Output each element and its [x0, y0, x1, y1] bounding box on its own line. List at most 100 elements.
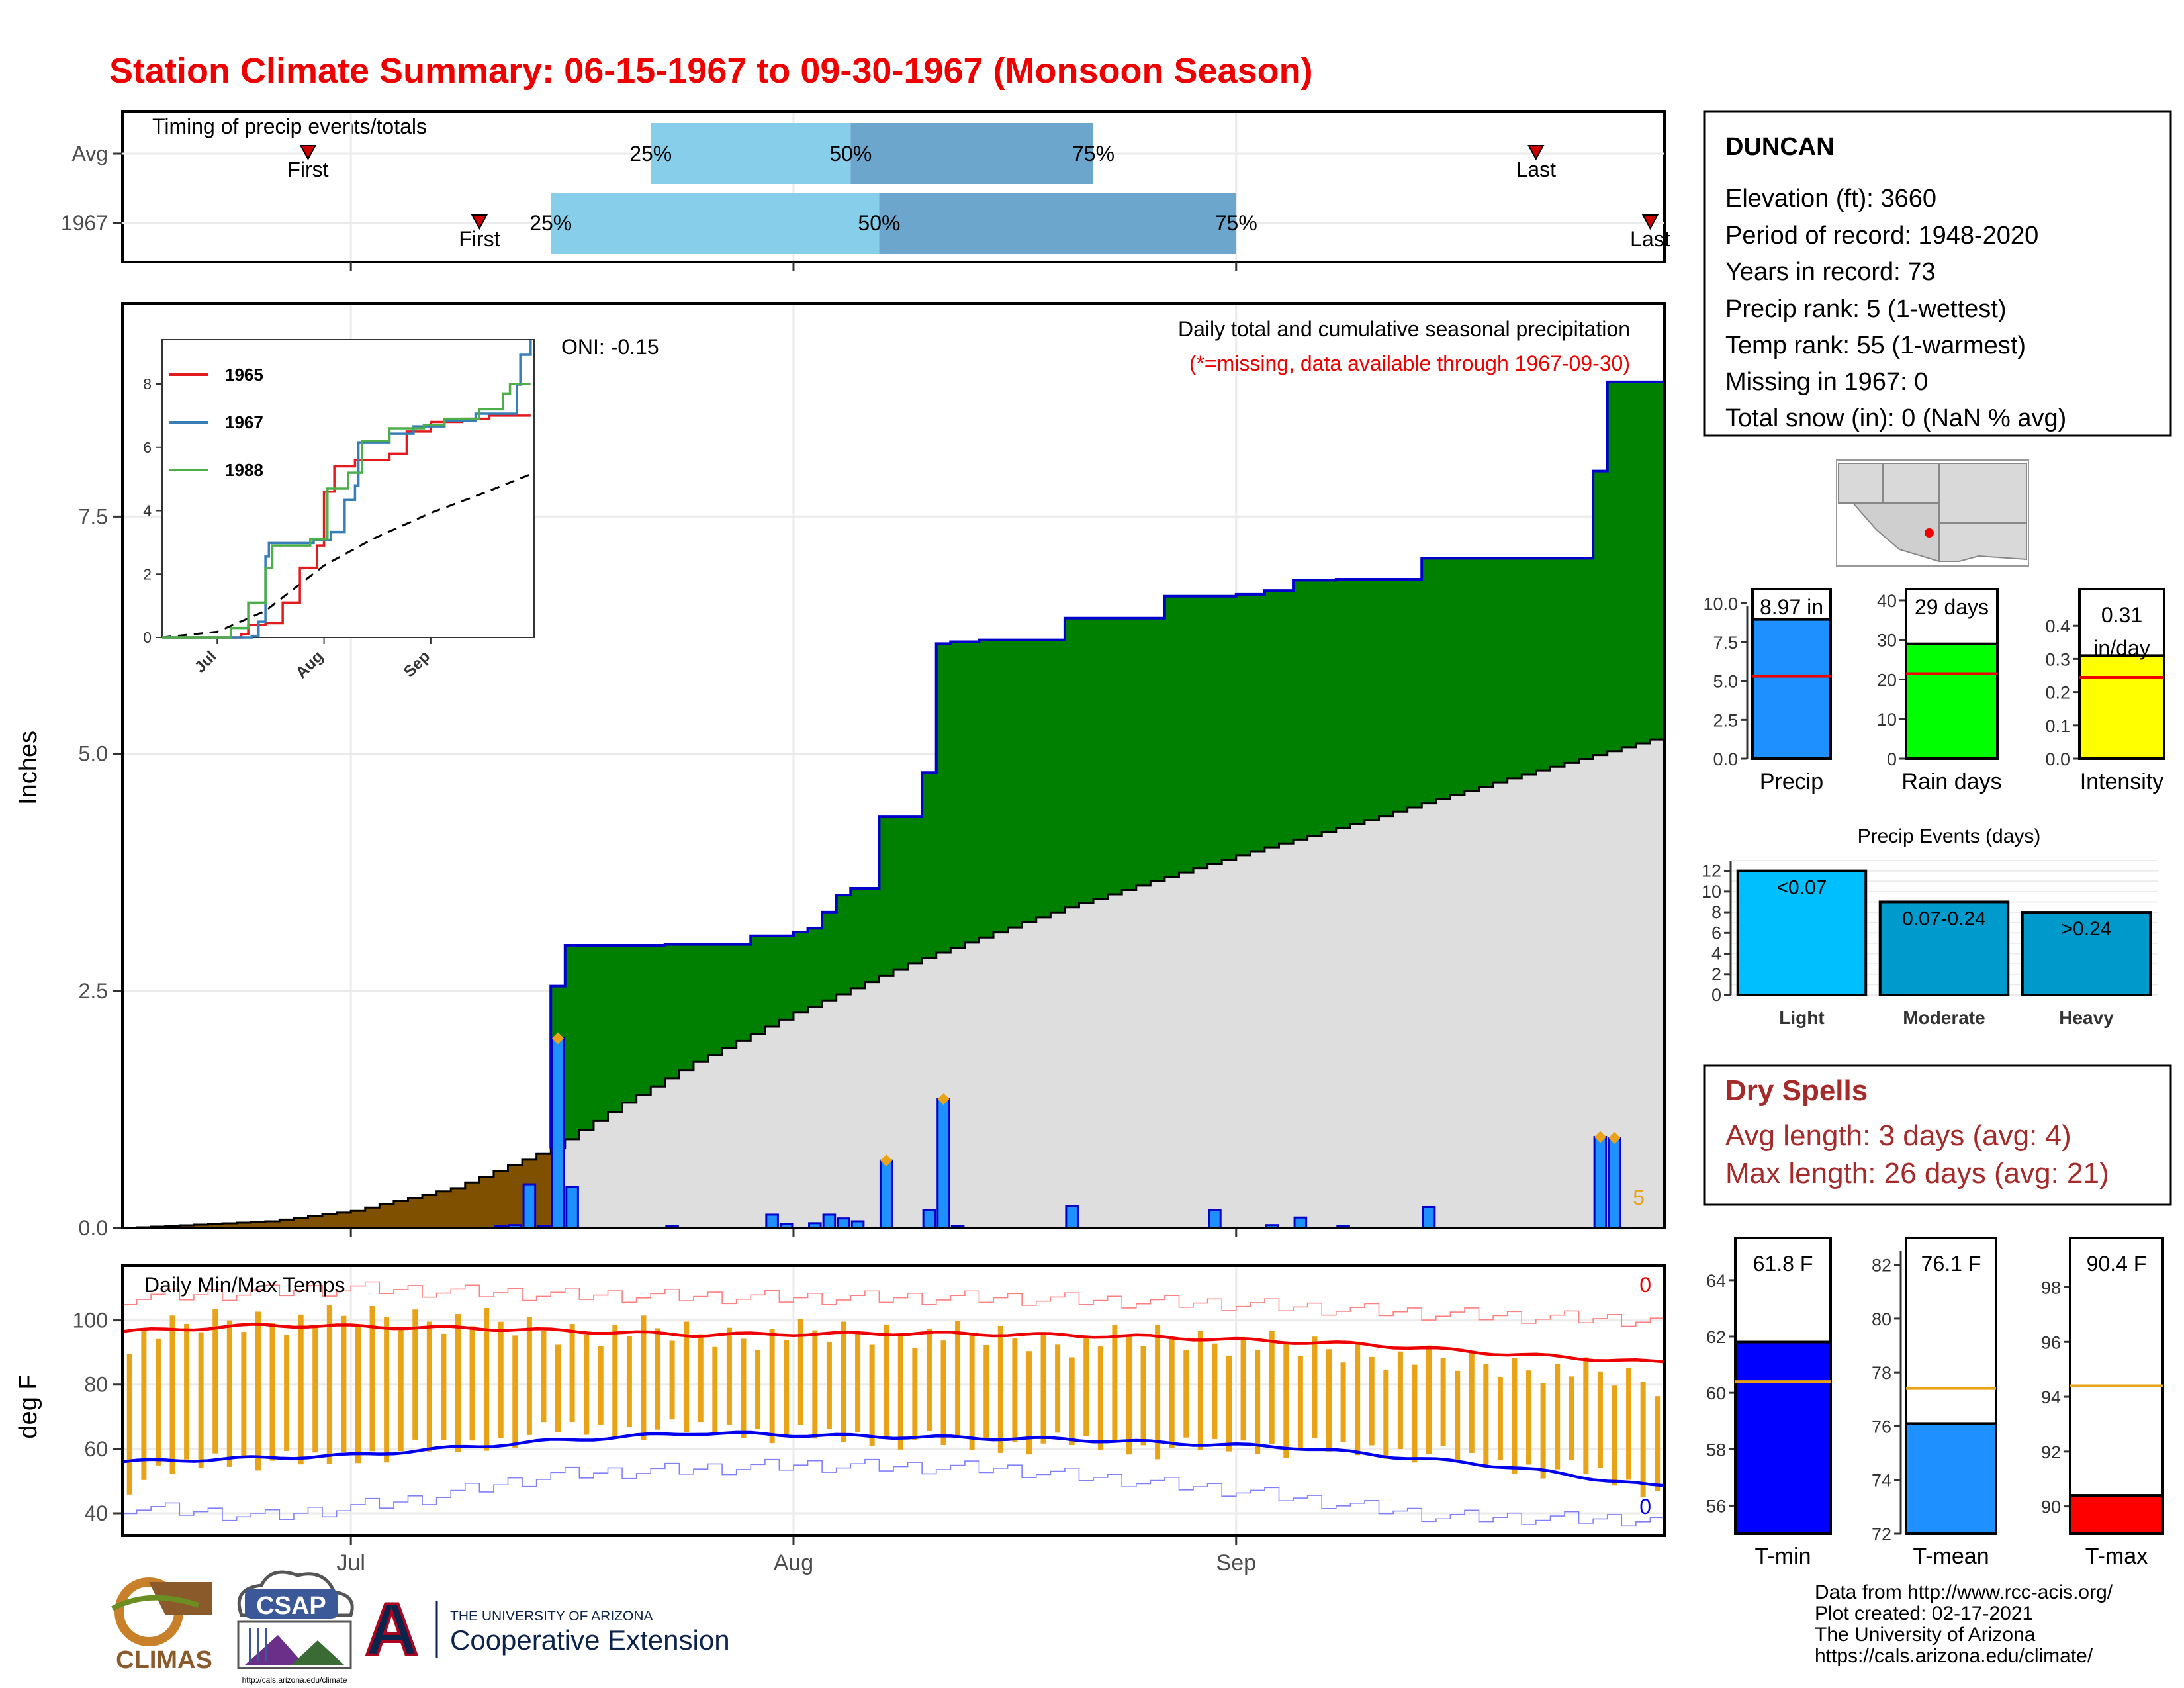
daily-temp-range-bar [1569, 1376, 1574, 1460]
summary-category-label: Intensity [2080, 769, 2164, 794]
daily-temp-range-bar [1055, 1344, 1061, 1433]
climas-wordmark: CLIMAS [116, 1646, 212, 1674]
summary-category-label: T-mean [1913, 1544, 1989, 1569]
temp-summary-charts: 56 58 60 62 64 61.8 F T-min 72 74 76 78 80 82 76.1 F T… [1706, 1237, 2164, 1569]
daily-temp-range-bar [1126, 1335, 1132, 1455]
daily-temp-range-bar [1155, 1325, 1161, 1460]
summary-y-tick-label: 80 [1872, 1309, 1891, 1329]
daily-temp-range-bar [1012, 1338, 1018, 1442]
timing-p50-label: 50% [829, 142, 872, 165]
dry-spells-title: Dry Spells [1725, 1074, 1868, 1107]
events-y-tick-label: 0 [1711, 985, 1721, 1005]
inset-legend-label: 1988 [225, 460, 263, 480]
daily-precip-bar [1208, 1209, 1222, 1229]
normal-cumulative-line [122, 738, 1664, 1229]
summary-bar [1734, 1340, 1832, 1535]
plot-background [122, 1266, 1664, 1536]
extreme-event-marker [1594, 1131, 1606, 1143]
daily-temp-range-bar [526, 1317, 532, 1435]
daily-precip-bar [1593, 1135, 1608, 1229]
summary-value-label: 76.1 F [1921, 1252, 1981, 1276]
inset-y-tick-label: 4 [143, 502, 152, 520]
daily-temp-range-bar [126, 1354, 132, 1495]
daily-temp-range-bar [912, 1348, 918, 1440]
timing-title: Timing of precip events/totals [152, 115, 427, 138]
summary-value-label: 8.97 in [1760, 595, 1823, 619]
timing-bar-upper [879, 193, 1236, 254]
daily-precip-bar [936, 1098, 950, 1229]
summary-value-label: 61.8 F [1753, 1252, 1813, 1276]
timing-first-marker [471, 214, 488, 230]
daily-temp-range-bar [1255, 1349, 1261, 1454]
daily-temp-range-bar [455, 1314, 461, 1452]
timing-row-label: Avg [71, 142, 108, 165]
avg-min-line [122, 1430, 1665, 1487]
daily-temp-range-bar [1512, 1358, 1518, 1474]
station-line: Elevation (ft): 3660 [1725, 185, 1936, 212]
summary-y-tick-label: 2.5 [1713, 710, 1738, 730]
y-tick-label: 2.5 [79, 979, 108, 1003]
daily-temp-range-bar [512, 1335, 518, 1448]
daily-temp-range-bar [169, 1315, 175, 1474]
daily-temp-range-bar [1183, 1350, 1189, 1438]
daily-temp-range-bar [755, 1350, 761, 1430]
daily-temp-range-bar [741, 1338, 747, 1438]
daily-temp-range-bar [940, 1340, 946, 1446]
summary-y-tick-label: 0.3 [2045, 649, 2070, 669]
precip-ylabel: Inches [15, 731, 42, 805]
daily-precip-bar [822, 1213, 837, 1229]
daily-temp-range-bar [341, 1315, 347, 1452]
daily-temp-range-bar [1140, 1346, 1146, 1446]
daily-temp-range-bar [384, 1317, 390, 1463]
summary-bar [2078, 654, 2165, 760]
daily-temp-range-bar [484, 1307, 490, 1451]
summary-y-tick-label: 94 [2041, 1387, 2061, 1407]
csap-logo: CSAP http://cals.arizona.edu/climate [237, 1570, 354, 1685]
y-tick-label: 100 [73, 1309, 108, 1333]
summary-y-tick-label: 72 [1872, 1524, 1891, 1544]
summary-value-label: 90.4 F [2087, 1252, 2147, 1276]
summary-value-label: 0.31 [2101, 603, 2142, 627]
daily-temp-range-bar [1526, 1370, 1532, 1465]
daily-temp-range-bar [1626, 1368, 1632, 1480]
y-tick-label: 0.0 [79, 1216, 108, 1240]
daily-temp-range-bar [1355, 1344, 1361, 1456]
y-tick-label: 60 [84, 1437, 108, 1461]
summary-y-tick-label: 92 [2041, 1442, 2061, 1462]
daily-temp-range-bar [997, 1325, 1003, 1453]
ua-coop-extension: Cooperative Extension [450, 1624, 730, 1656]
panel-border [121, 1264, 1666, 1537]
summary-y-tick-label: 82 [1872, 1256, 1891, 1276]
extreme-event-marker [880, 1154, 893, 1167]
summary-y-tick-label: 58 [1706, 1440, 1726, 1460]
daily-precip-bar [1422, 1205, 1436, 1229]
inset-y-tick-label: 8 [143, 375, 152, 393]
summary-y-tick-label: 5.0 [1713, 672, 1738, 692]
daily-temp-range-bar [1469, 1351, 1475, 1454]
daily-temp-range-bar [1640, 1382, 1646, 1497]
daily-temp-range-bar [1540, 1383, 1546, 1479]
daily-temp-range-bar [784, 1340, 790, 1434]
x-tick-label: Sep [1216, 1550, 1257, 1575]
daily-temp-range-bar [1226, 1356, 1232, 1452]
csap-wordmark: CSAP [256, 1592, 326, 1620]
daily-temp-range-bar [355, 1327, 361, 1464]
record-min-line [122, 1458, 1664, 1527]
daily-precip-bar [1293, 1216, 1308, 1229]
summary-y-tick-label: 20 [1877, 670, 1897, 690]
daily-temp-range-bar [1340, 1362, 1346, 1442]
summary-bar [1905, 1422, 1997, 1535]
summary-y-tick-label: 10.0 [1703, 594, 1738, 614]
summary-y-tick-label: 10 [1877, 710, 1897, 729]
daily-temp-range-bar [255, 1311, 261, 1471]
daily-precip-bar [522, 1183, 537, 1229]
summary-y-tick-label: 98 [2041, 1278, 2061, 1298]
timing-p50-label: 50% [858, 211, 900, 235]
timing-first-label: First [287, 158, 328, 181]
daily-temp-range-bar [1369, 1356, 1375, 1446]
daily-temp-range-bar [1455, 1370, 1461, 1462]
daily-precip-bar [837, 1217, 850, 1229]
daily-temp-range-bar [712, 1346, 718, 1435]
footer-line: https://cals.arizona.edu/climate/ [1815, 1645, 2093, 1667]
